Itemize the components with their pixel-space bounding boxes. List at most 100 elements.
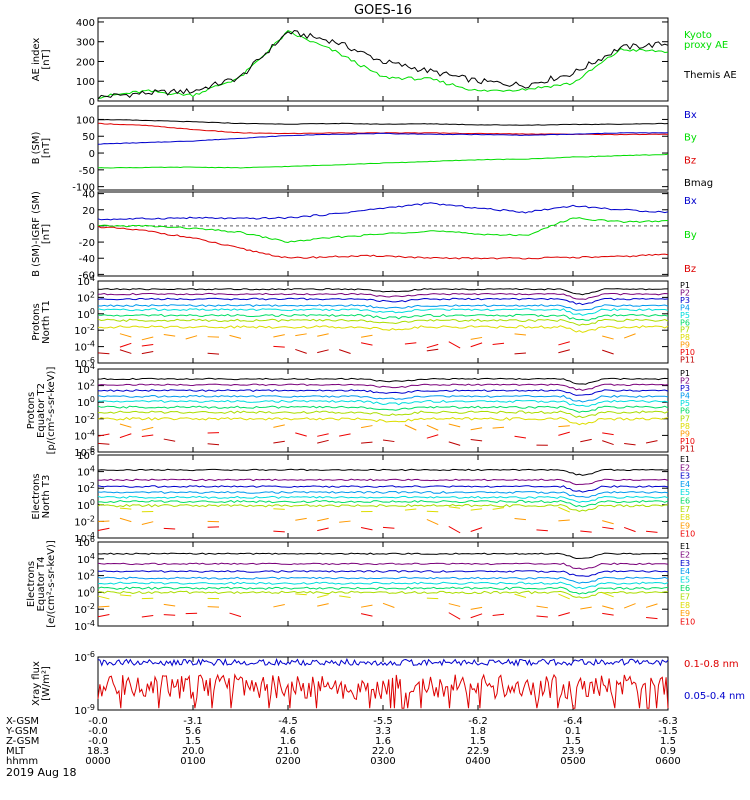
legend-p10: P10 [680,348,695,357]
channel-8-segment [317,594,329,599]
channel-8-segment [119,507,132,510]
channel-9-segment [514,517,526,521]
legend-e6: E6 [680,584,690,593]
y-axis-label: Protons [26,392,37,429]
channel-10-segment [360,613,373,617]
channel-10-segment [514,435,527,439]
y-tick-label: 400 [76,18,95,29]
y-tick-label: 100 [77,585,95,599]
legend-p3: P3 [680,384,690,393]
legend-e3: E3 [680,472,690,481]
time-axis-value: 20.0 [182,746,204,757]
channel-4-line [97,394,669,403]
channel-10-segment [141,434,154,437]
legend-p5: P5 [680,311,690,320]
panel-xray: 10-9 10-6 Xray flux [W/m²] 0.1-0.8 nm 0.05-0.… [31,650,745,717]
time-axis-value: 0400 [465,756,490,767]
y-axis-label: Xray flux [31,661,42,706]
channel-3-line [97,297,669,306]
legend-e1: E1 [680,542,690,551]
channel-10-segment [492,342,505,345]
time-axis-value: 0300 [370,756,395,767]
time-axis-value: 3.3 [375,726,391,737]
channel-8-segment [470,508,483,511]
time-axis-value: 1.5 [470,736,486,747]
channel-8-line [97,416,669,426]
channel-11-segment [514,352,526,355]
channel-9-segment [580,606,592,610]
y-tick-label: 104 [77,465,95,479]
time-axis-value: 0000 [85,756,110,767]
y-axis-label: B (SM)-IGRF (SM) [31,191,42,277]
legend-e10: E10 [680,618,695,627]
channel-3-line [97,485,669,493]
y-tick-label: -40 [79,254,95,265]
channel-11-segment [141,351,154,355]
time-axis-value: -0.0 [88,716,108,727]
channel-9-segment [360,425,373,429]
channel-11-segment [558,349,570,354]
channel-9-segment [470,606,483,610]
channel-11-segment [97,442,110,445]
y-tick-label: 10-4 [74,340,95,354]
time-axis-value: 0.9 [660,746,676,757]
channel-10-segment [97,613,110,618]
channel-9-segment [119,423,132,428]
legend-e1: E1 [680,455,690,464]
channel-9-segment [295,333,307,337]
channel-7-line [98,410,669,419]
channel-10-segment [580,530,592,533]
y-tick-label: 10-9 [74,703,95,717]
time-axis-value: 1.5 [660,736,676,747]
channel-10-segment [623,526,636,533]
y-axis-label: North T3 [41,475,52,519]
y-tick-label: 300 [76,38,95,49]
channel-10-segment [470,342,483,348]
legend-bz: Bz [684,155,696,166]
time-axis-value: 0600 [655,756,680,767]
channel-10-segment [448,612,461,620]
channel-9-segment [119,333,132,338]
y-tick-label: 100 [76,115,95,126]
channel-9-segment [558,519,570,522]
y-axis-label: Equator T2 [36,383,47,438]
y-tick-label: -60 [79,270,95,281]
legend-e9: E9 [680,609,690,618]
time-axis-row-label: MLT [6,746,26,757]
y-tick-label: 104 [77,362,95,376]
legend-p7: P7 [680,414,690,423]
y-axis-label: [p/(cm²-s-sr-keV)] [46,367,57,455]
time-axis-value: -4.5 [278,716,298,727]
y-tick-label: 0 [89,222,95,233]
channel-9-segment [492,426,505,429]
channel-10-segment [360,526,373,531]
time-axis-value: -6.3 [658,716,678,727]
channel-8-segment [426,510,439,513]
channel-11-segment [317,349,329,354]
y-axis-label: Electrons [31,473,42,519]
y-tick-label: 10-4 [74,428,95,442]
channel-5-line [97,495,669,503]
legend-e8: E8 [680,513,690,522]
time-axis-row-label: Z-GSM [6,736,39,747]
channel-9-segment [558,425,570,428]
legend-e6: E6 [680,497,690,506]
y-axis-label: [nT] [41,224,52,244]
legend-e3: E3 [680,559,690,568]
b-sm-bx-line [97,132,669,145]
y-axis-label: Equator T4 [36,557,47,612]
time-axis-value: 0100 [180,756,205,767]
y-axis-label: B (SM) [31,131,42,164]
y-axis-label: Electrons [26,561,37,607]
time-axis-value: 0.1 [565,726,581,737]
panel-et4: 10-4 10-2 100 102 104 106 Electrons Equator T4[… [26,535,695,633]
y-tick-label: 20 [82,206,95,217]
channel-10-segment [141,615,154,618]
channel-11-segment [207,352,220,355]
channel-1-line [97,377,669,385]
channel-9-segment [623,603,636,609]
legend-p1: P1 [680,369,690,378]
channel-2-line [97,292,669,300]
